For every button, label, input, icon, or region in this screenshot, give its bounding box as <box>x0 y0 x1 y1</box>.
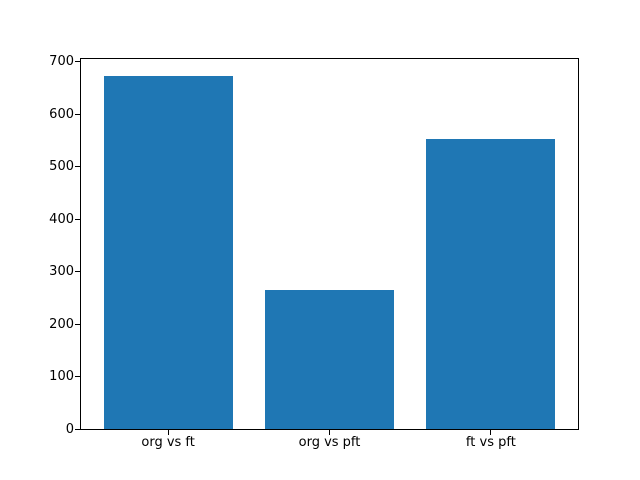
y-axis-tick-label: 100 <box>49 369 74 385</box>
x-axis-tick-label: org vs ft <box>141 435 195 450</box>
y-axis-tick-mark <box>75 271 80 273</box>
x-axis-tick-mark <box>329 430 330 435</box>
bar-ft-vs-pft <box>426 138 556 429</box>
x-axis-tick-mark <box>490 430 492 435</box>
y-axis-tick-mark <box>75 61 80 63</box>
x-axis-tick-label: ft vs pft <box>465 435 516 450</box>
plot-area: 0 100 200 300 400 500 600 700 org vs ft org vs pf… <box>49 55 579 449</box>
y-axis-tick-mark <box>75 166 80 168</box>
bar-org-vs-ft <box>103 76 233 429</box>
x-axis-tick-mark <box>167 430 169 435</box>
y-axis-tick-label: 400 <box>49 211 74 227</box>
y-axis-tick-label: 700 <box>49 54 74 70</box>
y-axis-tick-label: 500 <box>49 159 74 175</box>
y-axis-tick-mark <box>75 428 80 430</box>
y-axis-tick-mark <box>75 113 80 115</box>
y-axis-tick-label: 300 <box>49 264 74 280</box>
y-axis-tick-label: 200 <box>49 316 74 332</box>
bar-org-vs-pft <box>264 289 395 429</box>
y-axis-tick-label: 0 <box>65 421 74 437</box>
y-axis-tick-mark <box>75 323 80 325</box>
x-axis-tick-label: org vs pft <box>298 435 361 450</box>
y-axis-tick-mark <box>75 218 80 220</box>
y-axis-tick-label: 600 <box>49 106 74 122</box>
y-axis-tick-mark <box>75 376 80 378</box>
